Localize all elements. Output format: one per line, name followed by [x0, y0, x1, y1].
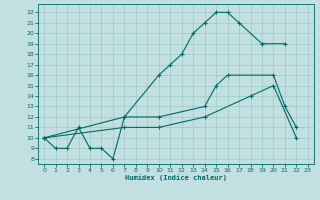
- X-axis label: Humidex (Indice chaleur): Humidex (Indice chaleur): [125, 175, 227, 181]
